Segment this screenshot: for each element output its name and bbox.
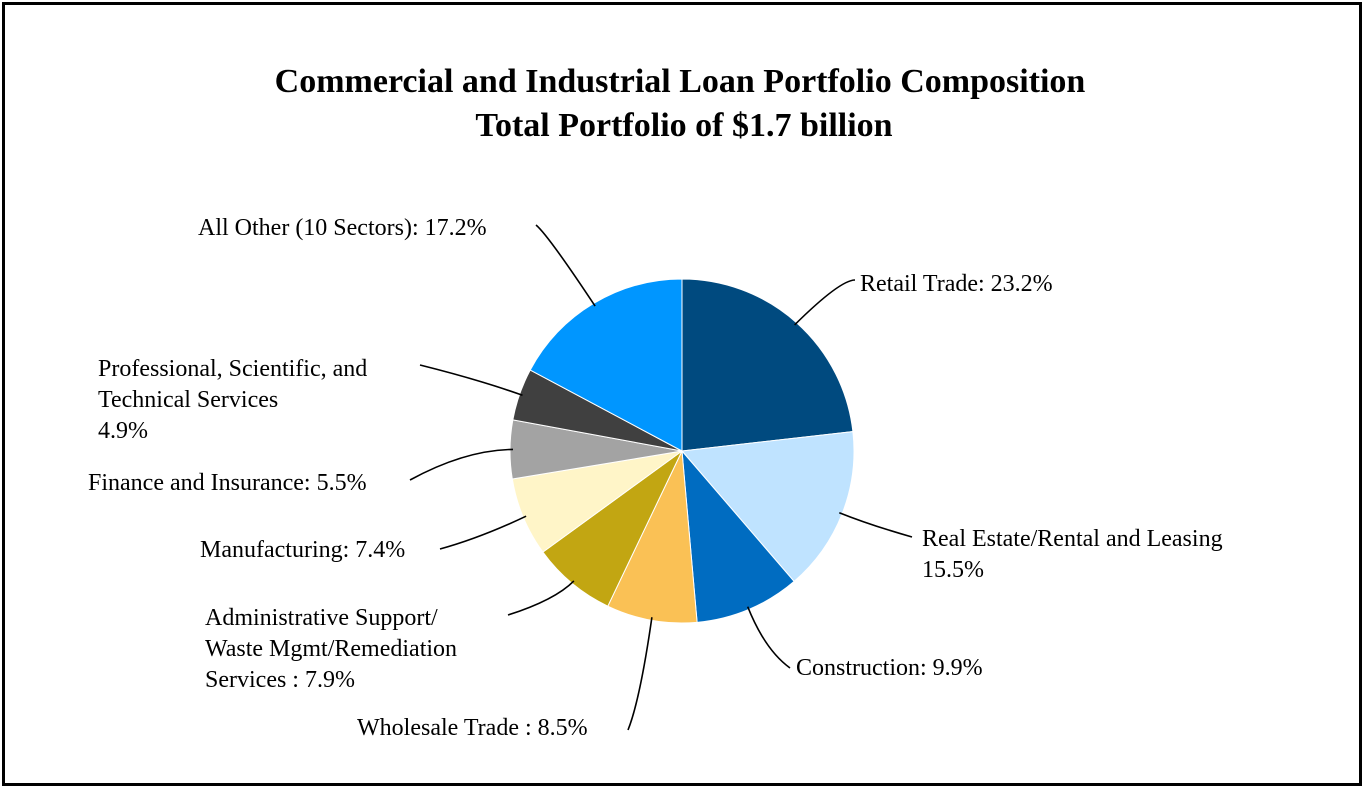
slice-label: Construction: 9.9% <box>796 655 983 681</box>
slice-label: Administrative Support/Waste Mgmt/Remedi… <box>205 605 457 693</box>
leader-lines <box>409 224 913 731</box>
slice-label: Wholesale Trade : 8.5% <box>357 715 588 741</box>
slice-label-line: Professional, Scientific, and <box>98 356 367 382</box>
leader-line <box>409 448 514 481</box>
slice-label-line: Wholesale Trade : 8.5% <box>357 715 588 741</box>
leader-line <box>627 617 653 731</box>
leader-line <box>746 606 791 669</box>
slice-label-line: Waste Mgmt/Remediation <box>205 636 457 662</box>
slice-label-line: 4.9% <box>98 418 148 444</box>
slice-label-line: 15.5% <box>922 557 984 583</box>
slice-label-line: All Other (10 Sectors): 17.2% <box>198 215 487 241</box>
slice-label-line: Real Estate/Rental and Leasing <box>922 526 1223 552</box>
slice-label: Retail Trade: 23.2% <box>860 271 1053 297</box>
leader-line <box>535 224 596 307</box>
leader-line <box>419 364 523 397</box>
slice-label: Real Estate/Rental and Leasing 15.5% <box>922 526 1223 583</box>
slice-label-line: Finance and Insurance: 5.5% <box>88 470 367 496</box>
leader-line <box>839 511 913 538</box>
slice-label: All Other (10 Sectors): 17.2% <box>198 215 487 241</box>
slice-label-line: Technical Services <box>98 387 278 413</box>
slice-label: Finance and Insurance: 5.5% <box>88 470 367 496</box>
chart-subtitle: Total Portfolio of $1.7 billion <box>475 107 892 144</box>
slice-label-line: Retail Trade: 23.2% <box>860 271 1053 297</box>
leader-line <box>439 515 527 550</box>
slice-labels: Retail Trade: 23.2% Real Estate/Rental an… <box>88 215 1223 741</box>
leader-line <box>794 279 856 326</box>
chart-title: Commercial and Industrial Loan Portfolio… <box>275 63 1086 100</box>
pie-slices <box>509 278 855 624</box>
slice-label-line: Administrative Support/ <box>205 605 438 631</box>
slice-label-line: Manufacturing: 7.4% <box>200 537 405 563</box>
slice-label: Professional, Scientific, and Technical S… <box>98 356 367 444</box>
pie-slice <box>681 278 854 452</box>
slice-label: Manufacturing: 7.4% <box>200 537 405 563</box>
slice-label-line: Construction: 9.9% <box>796 655 983 681</box>
slice-label-line: Services : 7.9% <box>205 667 355 693</box>
leader-line <box>507 580 575 616</box>
